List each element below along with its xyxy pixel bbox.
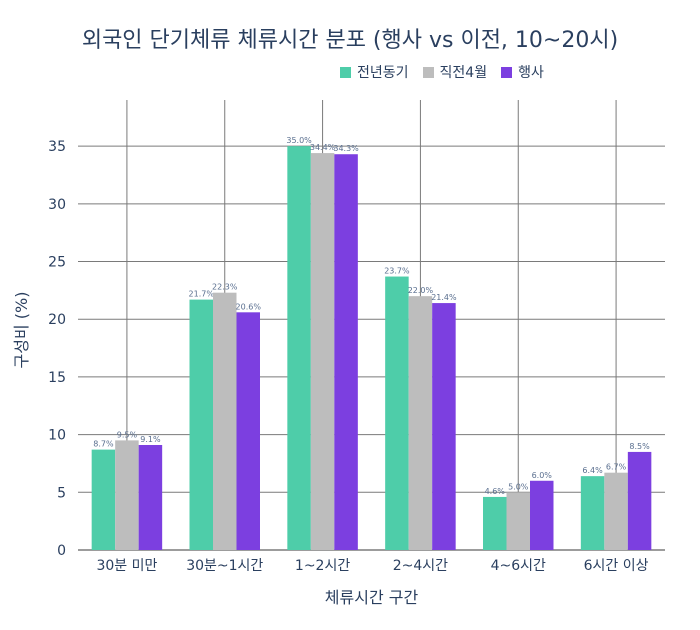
data-label: 8.5% [629,442,650,451]
data-label: 22.3% [212,283,238,292]
data-label: 6.0% [532,471,553,480]
bar [236,312,260,550]
legend-swatch-series-2 [422,66,434,78]
bar [91,449,116,550]
data-label: 23.7% [384,267,410,276]
legend-label-series-3: 행사 [518,65,544,81]
legend: 전년동기 직전4월 행사 [340,62,544,82]
legend-label-series-1: 전년동기 [357,65,409,81]
bar [506,492,530,550]
bar [627,451,652,550]
data-label: 9.1% [140,435,161,444]
data-label: 34.4% [310,143,336,152]
data-label: 4.6% [485,487,506,496]
legend-item-series-2[interactable]: 직전4월 [422,62,488,82]
y-tick-label: 15 [48,370,66,386]
legend-item-series-1[interactable]: 전년동기 [340,62,409,82]
y-tick-label: 30 [48,197,66,213]
bar [483,496,507,550]
data-label: 8.7% [93,440,114,449]
data-label: 22.0% [408,286,434,295]
bar [189,299,213,550]
data-label: 5.0% [508,482,529,491]
x-axis-title: 체류시간 구간 [324,588,419,607]
bar [115,440,139,550]
y-tick-label: 25 [48,255,66,271]
data-label: 9.5% [117,430,138,439]
y-tick-label: 20 [48,312,66,328]
y-tick-label: 5 [57,485,66,501]
data-label: 21.7% [189,290,215,299]
bar [138,445,163,550]
data-label: 34.3% [333,144,359,153]
data-label: 20.6% [236,302,262,311]
x-tick-label: 4~6시간 [491,558,546,574]
legend-swatch-series-1 [340,66,351,78]
bar [604,472,628,550]
legend-label-series-2: 직전4월 [439,65,488,81]
bar [580,476,605,550]
y-tick-label: 10 [48,428,66,444]
data-label: 35.0% [286,136,312,145]
data-label: 6.4% [582,466,603,475]
bar [334,154,358,550]
bar [287,146,311,550]
x-tick-label: 1~2시간 [295,558,350,574]
x-tick-label: 2~4시간 [393,558,448,574]
data-label: 6.7% [606,463,627,472]
bar [385,276,409,550]
legend-item-series-3[interactable]: 행사 [501,62,544,82]
x-tick-label: 30분 미만 [96,558,157,574]
bar [213,292,237,550]
y-axis-title: 구성비 (%) [12,291,31,369]
x-tick-label: 6시간 이상 [584,558,649,574]
bar [408,296,433,550]
bar [530,480,554,550]
bar [310,153,335,551]
legend-swatch-series-3 [501,66,513,78]
y-tick-label: 35 [48,139,66,155]
x-tick-label: 30분~1시간 [186,558,263,574]
y-tick-label: 0 [57,543,66,559]
chart-title: 외국인 단기체류 체류시간 분포 (행사 vs 이전, 10~20시) [81,28,619,53]
data-label: 21.4% [431,293,457,302]
bar [432,303,456,550]
